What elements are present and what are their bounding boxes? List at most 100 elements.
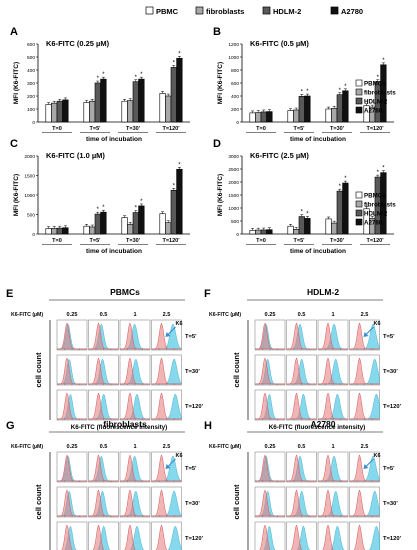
- panel-letter: H: [204, 420, 212, 432]
- control-histogram: [57, 322, 87, 350]
- bar: [255, 229, 262, 235]
- control-histogram: [318, 357, 348, 385]
- bar: [287, 110, 294, 123]
- significance-star: *: [173, 60, 176, 66]
- y-tick-label: 0: [32, 120, 35, 126]
- control-histogram: [151, 392, 182, 420]
- y-axis-label: cell count: [232, 352, 241, 388]
- control-histogram: [318, 322, 348, 350]
- bar: [287, 225, 294, 235]
- x-tick-label: T=120': [162, 238, 180, 244]
- bar: [266, 229, 273, 235]
- control-histogram: [120, 322, 150, 350]
- control-histogram: [349, 357, 380, 385]
- x-tick-label: T=30': [126, 238, 141, 244]
- control-histogram: [151, 322, 182, 350]
- legend-label: A2780: [341, 7, 363, 16]
- significance-star: *: [339, 184, 342, 190]
- y-tick-label: 0: [32, 232, 35, 238]
- bar: [56, 227, 63, 235]
- significance-star: *: [140, 72, 143, 78]
- control-histogram: [151, 357, 182, 385]
- inset-legend-label: HDLM-2: [364, 99, 388, 106]
- control-histogram: [88, 357, 119, 385]
- k6-arrow-label: K6: [374, 453, 381, 459]
- bar: [165, 95, 172, 123]
- bar: [260, 111, 267, 123]
- significance-star: *: [339, 88, 342, 94]
- significance-star: *: [135, 75, 138, 81]
- control-histogram: [349, 322, 380, 350]
- k6-histogram: [368, 525, 380, 550]
- concentration-value: 0.5: [100, 312, 108, 318]
- significance-star: *: [178, 51, 181, 57]
- x-tick-label: T=5': [90, 126, 102, 132]
- bar: [127, 223, 134, 235]
- bar: [62, 227, 69, 235]
- bar: [100, 211, 107, 235]
- inset-legend-label: PBMCs: [364, 193, 386, 200]
- concentration-value: 1: [133, 444, 136, 450]
- inset-legend-swatch: [355, 191, 363, 199]
- histogram-panels: E PBMCs K6-FITC (µM) 0.25 0.5 1 2.5 cell count T…: [6, 287, 402, 550]
- bar-panel-b: B K6-FITC (0.5 µM) 0 200 400 600 800 1000 1200 MF…: [213, 26, 396, 143]
- legend-swatch: [195, 6, 204, 15]
- k6-arrow: [167, 458, 176, 468]
- control-histogram: [349, 489, 380, 517]
- concentration-value: 0.25: [265, 312, 276, 318]
- panel-title: K6-FITC (0.5 µM): [250, 39, 309, 48]
- x-tick-label: T=0: [256, 126, 266, 132]
- time-label: T=120': [383, 536, 402, 542]
- bar: [325, 108, 332, 123]
- y-tick-label: 100: [27, 107, 35, 113]
- control-histogram: [286, 392, 317, 420]
- bar: [176, 168, 183, 235]
- legend-label: PBMC: [156, 7, 179, 16]
- control-histogram: [120, 357, 150, 385]
- y-tick-label: 1000: [228, 206, 239, 212]
- y-tick-label: 2500: [228, 167, 239, 173]
- control-histogram: [318, 489, 348, 517]
- bar: [165, 222, 172, 235]
- bar: [132, 212, 139, 235]
- histogram-cell: [56, 319, 88, 351]
- concentration-value: 0.5: [298, 444, 306, 450]
- x-tick-label: T=120': [162, 126, 180, 132]
- control-histogram: [151, 489, 182, 517]
- y-tick-label: 500: [27, 55, 35, 61]
- bar: [325, 218, 332, 235]
- bar: [83, 225, 90, 235]
- x-tick-label: T=30': [126, 126, 141, 132]
- inset-legend-label: HDLM-2: [364, 211, 388, 218]
- significance-star: *: [97, 207, 100, 213]
- control-histogram: [120, 489, 150, 517]
- inset-legend-label: A2780: [364, 108, 383, 115]
- bar: [62, 99, 69, 123]
- y-tick-label: 300: [27, 81, 35, 87]
- inset-legend-swatch: [355, 79, 363, 87]
- concentration-value: 0.5: [298, 312, 306, 318]
- y-tick-label: 500: [231, 219, 239, 225]
- bar: [159, 93, 166, 123]
- bar: [331, 108, 338, 123]
- x-tick-label: T=5': [90, 238, 102, 244]
- bar: [255, 112, 262, 123]
- concentration-value: 0.25: [265, 444, 276, 450]
- significance-star: *: [377, 75, 380, 81]
- control-histogram: [286, 322, 317, 350]
- x-tick-label: T=5': [294, 238, 306, 244]
- k6-arrow-label: K6: [176, 453, 183, 459]
- time-label: T=30': [383, 501, 398, 507]
- legend-swatch: [262, 6, 271, 15]
- significance-star: *: [97, 76, 100, 82]
- bar-panels: A K6-FITC (0.25 µM) 0 100 200 300 400 500 600 MFI…: [10, 26, 396, 255]
- bar: [249, 230, 256, 235]
- time-label: T=120': [383, 404, 402, 410]
- inset-legend-swatch: [355, 200, 363, 208]
- x-tick-label: T=120': [366, 238, 384, 244]
- inset-legend-swatch: [355, 218, 363, 226]
- y-axis-label: MFI (K6-FITC): [217, 62, 224, 104]
- control-histogram: [255, 454, 285, 482]
- panel-title: K6-FITC (2.5 µM): [250, 151, 309, 160]
